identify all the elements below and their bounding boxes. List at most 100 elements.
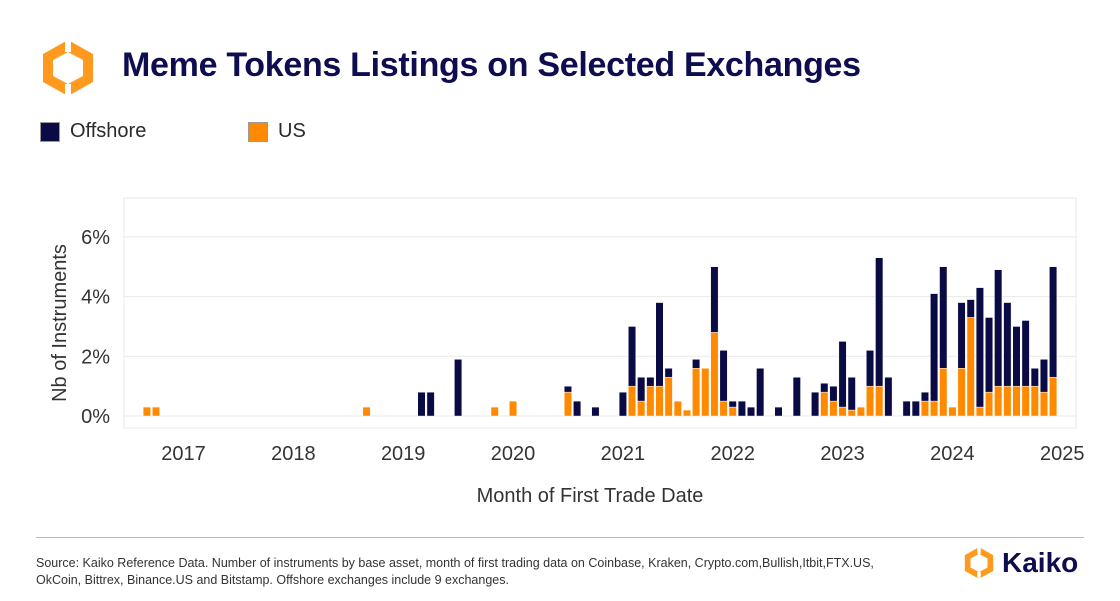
bar-offshore — [902, 400, 911, 417]
bar-us — [728, 406, 737, 417]
bar-offshore — [847, 376, 856, 411]
bar-us — [673, 400, 682, 417]
bar-us — [1049, 376, 1058, 417]
kaiko-small-logo-icon — [964, 546, 994, 580]
x-tick-label: 2019 — [381, 443, 426, 465]
legend-item-us: US — [248, 120, 306, 143]
bar-offshore — [628, 326, 637, 387]
x-axis-title: Month of First Trade Date — [477, 485, 704, 507]
bar-offshore — [710, 266, 719, 333]
legend-swatch-us — [248, 121, 268, 142]
x-tick-label: 2020 — [491, 443, 536, 465]
bar-us — [875, 385, 884, 417]
bar-offshore — [1049, 266, 1058, 378]
source-note: Source: Kaiko Reference Data. Number of … — [36, 556, 874, 587]
bar-offshore — [875, 257, 884, 387]
bar-us — [682, 409, 691, 417]
bar-offshore — [573, 400, 582, 417]
bar-us — [1039, 391, 1048, 417]
bar-offshore — [838, 341, 847, 408]
bar-us — [975, 406, 984, 417]
bar-us — [1021, 385, 1030, 417]
x-tick-label: 2023 — [820, 443, 865, 465]
bar-us — [948, 406, 957, 417]
y-tick-label: 6% — [81, 227, 110, 249]
legend-item-offshore: Offshore — [40, 120, 146, 143]
bar-us — [509, 400, 518, 417]
bar-offshore — [454, 359, 463, 417]
bar-us — [362, 406, 371, 417]
bar-us — [710, 332, 719, 417]
bar-us — [1012, 385, 1021, 417]
bar-offshore — [911, 400, 920, 417]
bar-us — [838, 406, 847, 417]
bar-us — [847, 409, 856, 417]
bar-offshore — [957, 302, 966, 369]
bar-offshore — [985, 317, 994, 393]
bar-us — [829, 400, 838, 417]
bar-offshore — [747, 406, 756, 417]
bar-us — [664, 376, 673, 417]
x-tick-label: 2024 — [930, 443, 975, 465]
bar-us — [985, 391, 994, 417]
x-tick-label: 2018 — [271, 443, 316, 465]
bar-offshore — [719, 350, 728, 402]
x-tick-label: 2025 — [1040, 443, 1085, 465]
bar-us — [820, 391, 829, 417]
footer-brand: Kaiko — [962, 546, 1078, 580]
bar-us — [637, 400, 646, 417]
bar-us — [856, 406, 865, 417]
bar-us — [1030, 385, 1039, 417]
bar-offshore — [966, 299, 975, 318]
bar-us — [563, 391, 572, 417]
bar-us — [628, 385, 637, 417]
bar-us — [939, 368, 948, 417]
bar-us — [930, 400, 939, 417]
bar-offshore — [1030, 368, 1039, 387]
bar-offshore — [820, 382, 829, 393]
bar-offshore — [930, 293, 939, 402]
bar-us — [719, 400, 728, 417]
bar-offshore — [1021, 320, 1030, 387]
bar-offshore — [618, 391, 627, 417]
bar-offshore — [646, 376, 655, 387]
y-tick-label: 4% — [81, 287, 110, 309]
bar-offshore — [655, 302, 664, 387]
legend-swatch-offshore — [40, 121, 60, 142]
bar-offshore — [866, 350, 875, 387]
bar-offshore — [426, 391, 435, 417]
bar-offshore — [1012, 326, 1021, 387]
bar-offshore — [884, 376, 893, 417]
x-tick-label: 2017 — [161, 443, 206, 465]
bar-offshore — [756, 368, 765, 417]
bar-us — [692, 368, 701, 417]
stacked-bar-chart: 0% 2% 4% 6% 2017 2018 2019 2020 2021 2022 2023 2024… — [49, 197, 1085, 507]
bar-offshore — [774, 406, 783, 417]
bar-us — [490, 406, 499, 417]
bar-us — [920, 400, 929, 417]
brand-name: Kaiko — [1002, 547, 1079, 578]
bar-us — [152, 406, 161, 417]
bar-offshore — [829, 385, 838, 402]
bar-offshore — [664, 368, 673, 378]
bar-offshore — [975, 287, 984, 408]
bar-us — [957, 368, 966, 417]
y-tick-label: 0% — [81, 406, 110, 428]
y-tick-label: 2% — [81, 346, 110, 368]
bar-offshore — [939, 266, 948, 369]
bar-offshore — [920, 391, 929, 402]
bar-offshore — [994, 269, 1003, 387]
bar-offshore — [591, 406, 600, 417]
x-tick-label: 2022 — [710, 443, 755, 465]
bar-offshore — [728, 400, 737, 408]
bar-us — [966, 317, 975, 417]
bar-offshore — [1003, 302, 1012, 387]
x-tick-label: 2021 — [601, 443, 646, 465]
bar-offshore — [1039, 359, 1048, 393]
bar-us — [701, 368, 710, 417]
bar-offshore — [811, 391, 820, 417]
legend-label-us: US — [278, 120, 306, 142]
bar-offshore — [417, 391, 426, 417]
bar-offshore — [737, 400, 746, 417]
bar-us — [994, 385, 1003, 417]
